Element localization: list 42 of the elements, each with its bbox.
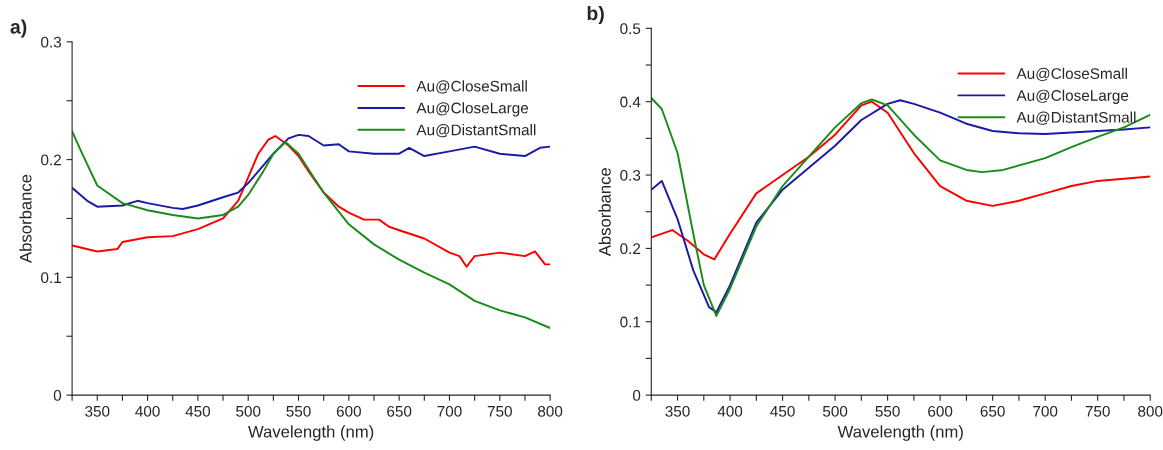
x-tick-label: 800 bbox=[1138, 405, 1163, 417]
x-tick-label: 700 bbox=[437, 405, 462, 417]
x-tick-label: 500 bbox=[822, 405, 848, 417]
y-tick-label: 0 bbox=[53, 389, 62, 401]
x-tick-label: 700 bbox=[1033, 405, 1058, 417]
x-tick-label: 350 bbox=[665, 405, 690, 417]
x-tick-label: 400 bbox=[717, 405, 743, 417]
y-axis-title: Absorbance bbox=[598, 167, 611, 257]
y-tick-label: 0.1 bbox=[41, 272, 61, 284]
y-tick-label: 0.5 bbox=[620, 23, 641, 35]
legend-label: Au@DistantSmall bbox=[1016, 111, 1136, 125]
x-tick-label: 600 bbox=[928, 405, 953, 417]
chart-title: a) bbox=[10, 19, 27, 38]
x-axis-title: Wavelength (nm) bbox=[837, 425, 963, 441]
x-tick-label: 550 bbox=[286, 405, 311, 417]
y-tick-label: 0.3 bbox=[41, 36, 62, 48]
x-tick-label: 750 bbox=[487, 405, 512, 417]
chart-title: b) bbox=[587, 5, 604, 25]
y-tick-label: 0.4 bbox=[620, 96, 641, 108]
x-tick-label: 650 bbox=[387, 405, 412, 417]
x-tick-label: 350 bbox=[85, 405, 110, 417]
y-axis-title: Absorbance bbox=[19, 174, 32, 263]
x-tick-label: 750 bbox=[1085, 405, 1110, 417]
y-tick-label: 0.2 bbox=[41, 154, 61, 166]
legend-label: Au@DistantSmall bbox=[416, 124, 536, 138]
legend-label: Au@CloseSmall bbox=[1016, 67, 1127, 81]
legend-label: Au@CloseSmall bbox=[416, 80, 527, 94]
x-tick-label: 550 bbox=[875, 405, 900, 417]
x-tick-label: 800 bbox=[538, 405, 563, 417]
y-tick-label: 0 bbox=[632, 389, 641, 401]
legend-label: Au@CloseLarge bbox=[416, 102, 529, 117]
y-tick-label: 0.3 bbox=[620, 169, 641, 181]
x-tick-label: 650 bbox=[980, 405, 1005, 417]
x-tick-label: 400 bbox=[135, 405, 160, 417]
x-axis-title: Wavelength (nm) bbox=[248, 425, 374, 441]
y-tick-label: 0.2 bbox=[620, 243, 641, 255]
y-tick-label: 0.1 bbox=[620, 316, 641, 328]
x-tick-label: 600 bbox=[336, 405, 361, 417]
x-tick-label: 450 bbox=[770, 405, 795, 417]
x-tick-label: 500 bbox=[236, 405, 261, 417]
x-tick-label: 450 bbox=[185, 405, 211, 417]
legend-label: Au@CloseLarge bbox=[1016, 89, 1129, 104]
